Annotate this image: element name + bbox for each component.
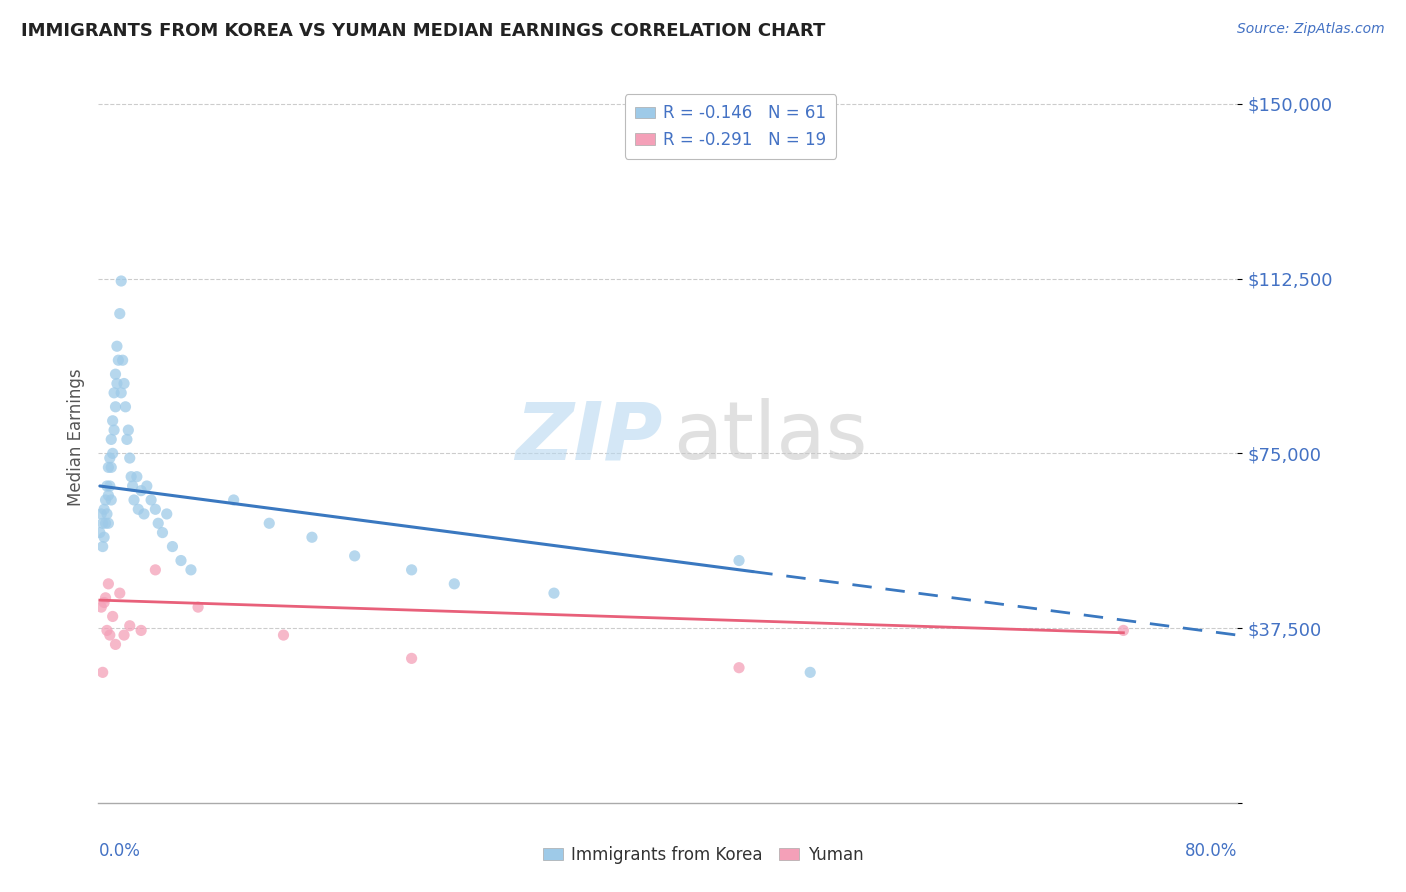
Point bbox=[97, 577, 120, 591]
Point bbox=[222, 493, 245, 508]
Point bbox=[543, 586, 565, 600]
Legend: Immigrants from Korea, Yuman: Immigrants from Korea, Yuman bbox=[536, 839, 870, 871]
Point bbox=[301, 530, 323, 544]
Legend: R = -0.146   N = 61, R = -0.291   N = 19: R = -0.146 N = 61, R = -0.291 N = 19 bbox=[624, 95, 837, 159]
Point bbox=[170, 553, 193, 567]
Point bbox=[97, 460, 120, 475]
Text: 0.0%: 0.0% bbox=[98, 842, 141, 860]
Point bbox=[100, 460, 122, 475]
Point bbox=[108, 307, 131, 321]
Point bbox=[401, 563, 423, 577]
Point bbox=[162, 540, 184, 554]
Point bbox=[120, 469, 142, 483]
Point bbox=[97, 488, 120, 502]
Point bbox=[94, 516, 117, 531]
Point bbox=[148, 516, 170, 531]
Text: ZIP: ZIP bbox=[515, 398, 662, 476]
Point bbox=[125, 469, 148, 483]
Point bbox=[112, 376, 135, 391]
Point bbox=[127, 502, 149, 516]
Point bbox=[100, 433, 122, 447]
Point bbox=[91, 540, 114, 554]
Point bbox=[1112, 624, 1135, 638]
Point bbox=[100, 493, 122, 508]
Point bbox=[139, 493, 162, 508]
Point bbox=[152, 525, 174, 540]
Point bbox=[132, 507, 155, 521]
Point bbox=[93, 502, 115, 516]
Text: IMMIGRANTS FROM KOREA VS YUMAN MEDIAN EARNINGS CORRELATION CHART: IMMIGRANTS FROM KOREA VS YUMAN MEDIAN EA… bbox=[21, 22, 825, 40]
Point bbox=[103, 385, 125, 400]
Point bbox=[108, 586, 131, 600]
Point bbox=[129, 483, 152, 498]
Point bbox=[145, 502, 167, 516]
Point bbox=[94, 591, 117, 605]
Point bbox=[107, 353, 129, 368]
Point bbox=[187, 600, 209, 615]
Point bbox=[118, 451, 141, 466]
Point bbox=[104, 637, 127, 651]
Point bbox=[259, 516, 281, 531]
Y-axis label: Median Earnings: Median Earnings bbox=[66, 368, 84, 506]
Point bbox=[122, 493, 145, 508]
Point bbox=[443, 577, 465, 591]
Point bbox=[103, 423, 125, 437]
Point bbox=[121, 479, 143, 493]
Point bbox=[91, 665, 114, 680]
Point bbox=[799, 665, 821, 680]
Point bbox=[104, 400, 127, 414]
Point bbox=[91, 516, 114, 531]
Point bbox=[98, 451, 121, 466]
Text: Source: ZipAtlas.com: Source: ZipAtlas.com bbox=[1237, 22, 1385, 37]
Point bbox=[117, 423, 139, 437]
Point bbox=[101, 414, 124, 428]
Point bbox=[90, 507, 112, 521]
Point bbox=[118, 619, 141, 633]
Point bbox=[101, 609, 124, 624]
Point bbox=[96, 507, 118, 521]
Point bbox=[105, 376, 128, 391]
Point bbox=[343, 549, 366, 563]
Point bbox=[145, 563, 167, 577]
Point bbox=[728, 661, 751, 675]
Point bbox=[89, 525, 111, 540]
Point bbox=[129, 624, 152, 638]
Point bbox=[96, 479, 118, 493]
Point bbox=[101, 446, 124, 460]
Point bbox=[115, 433, 138, 447]
Point bbox=[90, 600, 112, 615]
Point bbox=[98, 479, 121, 493]
Point bbox=[93, 530, 115, 544]
Point bbox=[401, 651, 423, 665]
Point bbox=[180, 563, 202, 577]
Point bbox=[97, 516, 120, 531]
Point bbox=[135, 479, 157, 493]
Point bbox=[98, 628, 121, 642]
Point bbox=[105, 339, 128, 353]
Point bbox=[93, 595, 115, 609]
Text: 80.0%: 80.0% bbox=[1185, 842, 1237, 860]
Point bbox=[112, 628, 135, 642]
Point bbox=[114, 400, 136, 414]
Text: atlas: atlas bbox=[673, 398, 868, 476]
Point bbox=[96, 624, 118, 638]
Point bbox=[110, 274, 132, 288]
Point bbox=[110, 385, 132, 400]
Point bbox=[728, 553, 751, 567]
Point bbox=[104, 367, 127, 381]
Point bbox=[156, 507, 179, 521]
Point bbox=[273, 628, 295, 642]
Point bbox=[111, 353, 134, 368]
Point bbox=[94, 493, 117, 508]
